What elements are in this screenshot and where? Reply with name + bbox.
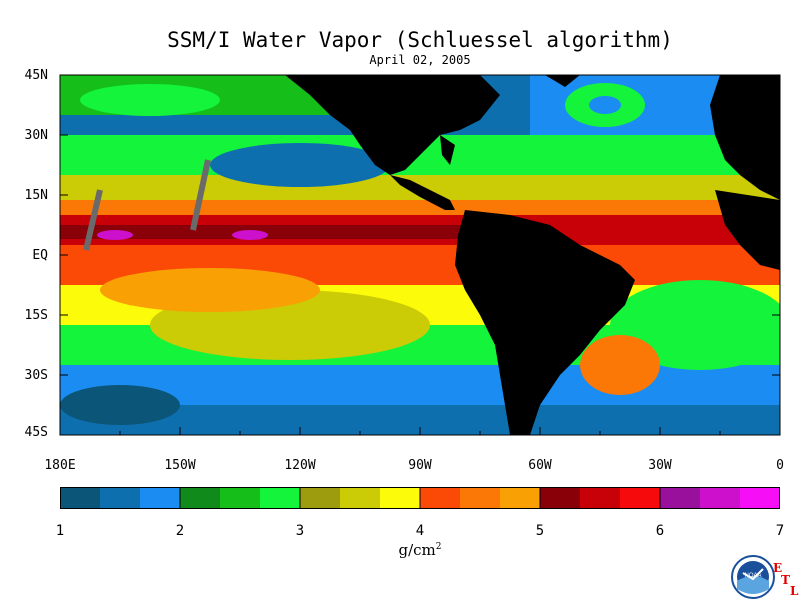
lon-label-30w: 30W: [648, 458, 672, 473]
south-atlantic-orange: [580, 335, 660, 395]
water-vapor-map: [60, 75, 780, 435]
colorbar-tick-7: 7: [775, 523, 785, 539]
colorbar-swatch: [60, 487, 101, 509]
colorbar-tick-5: 5: [535, 523, 545, 539]
noaa-logo: NOAA: [731, 555, 775, 599]
lat-label-15s: 15S: [24, 308, 48, 323]
colorbar-swatch: [140, 487, 181, 509]
colorbar-swatch: [260, 487, 301, 509]
colorbar-swatch: [540, 487, 581, 509]
africa: [715, 190, 780, 270]
europe-west-africa: [710, 75, 780, 200]
colorbar-swatch: [620, 487, 661, 509]
track-gap-1: [83, 189, 103, 251]
purple-patch-2: [232, 230, 268, 240]
lat-label-45n: 45N: [24, 68, 48, 83]
colorbar: [60, 487, 780, 509]
florida: [440, 135, 455, 165]
lon-label-120w: 120W: [284, 458, 316, 473]
unit-exponent: 2: [435, 542, 442, 552]
swirl-core: [589, 96, 621, 114]
lat-label-30s: 30S: [24, 368, 48, 383]
s-pacific-dark: [60, 385, 180, 425]
unit-text: g/cm: [398, 541, 436, 559]
lon-label-180e: 180E: [44, 458, 76, 473]
colorbar-swatch: [660, 487, 701, 509]
colorbar-swatch: [420, 487, 461, 509]
colorbar-tick-2: 2: [175, 523, 185, 539]
colorbar-swatch: [340, 487, 381, 509]
south-america: [455, 210, 635, 435]
chart-title: SSM/I Water Vapor (Schluessel algorithm): [167, 28, 673, 52]
chart-date: April 02, 2005: [369, 53, 471, 67]
colorbar-swatch: [220, 487, 261, 509]
logo-letter-e: E: [773, 561, 783, 575]
colorbar-unit: g/cm2: [380, 541, 460, 559]
lon-label-150w: 150W: [164, 458, 196, 473]
lon-label-0: 0: [776, 458, 784, 473]
central-america: [390, 175, 455, 210]
colorbar-swatch: [300, 487, 341, 509]
band-far-s: [60, 365, 780, 405]
track-gap-2: [190, 159, 211, 231]
colorbar-swatch: [180, 487, 221, 509]
colorbar-swatch: [500, 487, 541, 509]
north-america: [285, 75, 500, 175]
colorbar-swatch: [740, 487, 780, 509]
colorbar-tick-6: 6: [655, 523, 665, 539]
colorbar-swatch: [460, 487, 501, 509]
lat-label-30n: 30N: [24, 128, 48, 143]
colorbar-swatch: [700, 487, 741, 509]
colorbar-tick-4: 4: [415, 523, 425, 539]
greenland-tip: [545, 75, 580, 87]
south-atlantic-green: [610, 280, 780, 370]
lat-label-eq: EQ: [32, 248, 48, 263]
lon-label-90w: 90W: [408, 458, 432, 473]
colorbar-tick-3: 3: [295, 523, 305, 539]
logo-letter-t: T: [781, 573, 790, 587]
south-pacific-orange: [100, 268, 320, 312]
pacific-n-green: [80, 84, 220, 116]
band-itcz-core: [60, 225, 480, 239]
colorbar-swatch: [100, 487, 141, 509]
purple-patch-1: [97, 230, 133, 240]
logo-letter-l: L: [790, 584, 799, 598]
lat-label-45s: 45S: [24, 425, 48, 440]
lon-label-60w: 60W: [528, 458, 552, 473]
pacific-dark-blue: [210, 143, 390, 187]
logo-text: NOAA: [744, 573, 761, 579]
colorbar-tick-1: 1: [55, 523, 65, 539]
colorbar-swatch: [580, 487, 621, 509]
lat-label-15n: 15N: [24, 188, 48, 203]
colorbar-swatch: [380, 487, 421, 509]
